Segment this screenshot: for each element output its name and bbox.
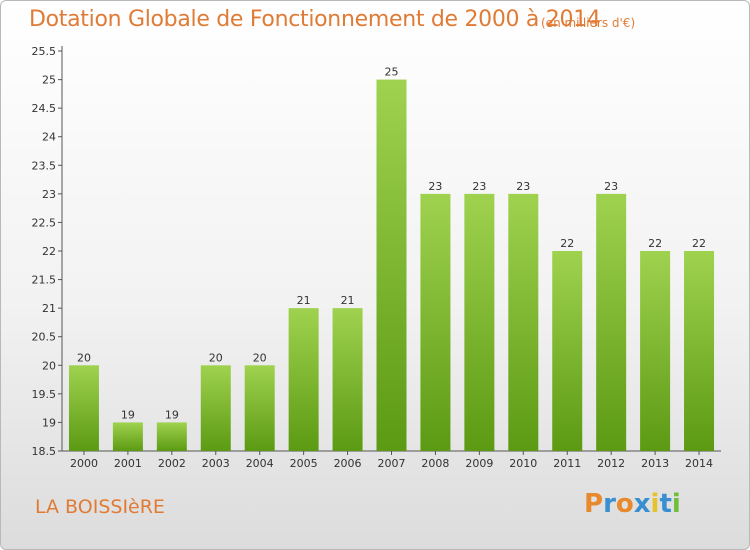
y-tick-label-0: 18.5: [32, 445, 57, 458]
data-label-2000: 20: [77, 351, 91, 364]
x-tick-label-2007: 2007: [378, 457, 406, 470]
chart-subtitle: (en milliers d'€): [541, 16, 636, 30]
y-tick-label-12: 24.5: [32, 102, 57, 115]
logo-letter-4: i: [650, 489, 660, 519]
y-tick-label-5: 21: [42, 302, 56, 315]
bar-2012: [596, 193, 627, 451]
data-label-2005: 21: [297, 294, 311, 307]
bar-2008: [420, 193, 451, 451]
x-tick-label-2000: 2000: [70, 457, 98, 470]
data-label-2014: 22: [692, 237, 706, 250]
bar-2001: [112, 422, 143, 451]
data-label-2004: 20: [253, 351, 267, 364]
logo-letter-5: t: [659, 489, 672, 519]
logo-letter-1: r: [603, 489, 616, 519]
x-tick-label-2012: 2012: [597, 457, 625, 470]
x-tick-label-2010: 2010: [509, 457, 537, 470]
chart-title: Dotation Globale de Fonctionnement de 20…: [29, 7, 601, 32]
y-tick-label-1: 19: [42, 416, 56, 429]
y-tick-label-11: 24: [42, 131, 56, 144]
commune-name: LA BOISSIèRE: [35, 496, 165, 518]
x-tick-label-2002: 2002: [158, 457, 186, 470]
data-label-2011: 22: [560, 237, 574, 250]
data-label-2012: 23: [604, 180, 618, 193]
bar-2002: [156, 422, 187, 451]
x-tick-label-2009: 2009: [465, 457, 493, 470]
y-tick-label-7: 22: [42, 245, 56, 258]
bar-2011: [552, 251, 583, 451]
y-tick-label-13: 25: [42, 74, 56, 87]
logo-letter-6: i: [671, 489, 681, 519]
x-tick-label-2008: 2008: [421, 457, 449, 470]
data-label-2008: 23: [428, 180, 442, 193]
y-tick-label-6: 21.5: [32, 274, 57, 287]
logo-letter-2: o: [615, 489, 634, 519]
y-tick-label-14: 25.5: [32, 45, 57, 58]
y-tick-label-3: 20: [42, 359, 56, 372]
bar-2014: [684, 251, 715, 451]
data-label-2001: 19: [121, 408, 135, 421]
y-tick-label-2: 19.5: [32, 388, 57, 401]
y-tick-label-9: 23: [42, 188, 56, 201]
y-tick-label-4: 20.5: [32, 331, 57, 344]
data-label-2006: 21: [341, 294, 355, 307]
proxiti-logo[interactable]: Proxiti: [584, 489, 681, 519]
bar-2013: [640, 251, 671, 451]
bar-2007: [376, 79, 407, 452]
data-label-2010: 23: [516, 180, 530, 193]
bar-2010: [508, 193, 539, 451]
data-label-2003: 20: [209, 351, 223, 364]
y-tick-label-8: 22.5: [32, 216, 57, 229]
bar-2004: [244, 365, 275, 451]
logo-letter-0: P: [584, 489, 604, 519]
x-tick-label-2006: 2006: [334, 457, 362, 470]
bar-2000: [68, 365, 99, 451]
x-tick-label-2004: 2004: [246, 457, 274, 470]
bar-2003: [200, 365, 231, 451]
x-tick-label-2014: 2014: [685, 457, 713, 470]
x-tick-label-2005: 2005: [290, 457, 318, 470]
data-label-2009: 23: [472, 180, 486, 193]
y-tick-label-10: 23.5: [32, 159, 57, 172]
data-label-2002: 19: [165, 408, 179, 421]
logo-letter-3: x: [633, 489, 651, 519]
x-tick-label-2003: 2003: [202, 457, 230, 470]
x-tick-label-2011: 2011: [553, 457, 581, 470]
bar-2009: [464, 193, 495, 451]
x-tick-label-2001: 2001: [114, 457, 142, 470]
data-label-2013: 22: [648, 237, 662, 250]
bar-2005: [288, 308, 319, 451]
x-tick-label-2013: 2013: [641, 457, 669, 470]
bar-2006: [332, 308, 363, 451]
data-label-2007: 25: [385, 66, 399, 79]
